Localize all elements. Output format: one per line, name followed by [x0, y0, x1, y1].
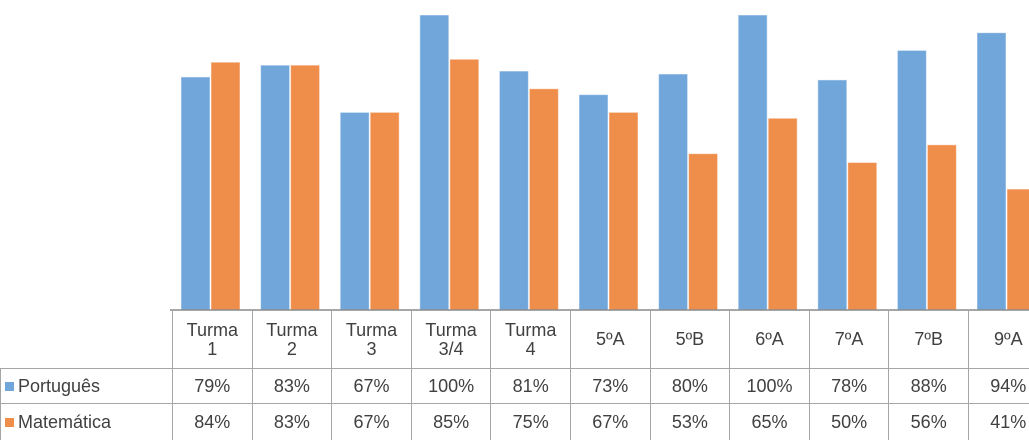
data-label: 75%	[512, 411, 549, 432]
bar	[1006, 188, 1029, 311]
bar	[847, 162, 878, 311]
bar	[896, 49, 927, 311]
legend-cell: Matemática	[0, 403, 173, 440]
value-cell: 41%	[968, 403, 1029, 440]
category-cell: Turma 3/4	[410, 310, 492, 369]
value-cell: 67%	[570, 403, 651, 440]
value-cell: 67%	[331, 403, 412, 440]
data-label: 80%	[671, 375, 708, 396]
bar	[528, 88, 559, 311]
data-label: 67%	[592, 411, 629, 432]
value-cell: 80%	[649, 368, 731, 404]
x-tick-label: 5ºB	[675, 329, 705, 349]
category-cell: Turma 4	[490, 310, 571, 369]
legend-cell: Português	[0, 368, 173, 404]
data-label: 100%	[746, 375, 793, 396]
category-cell: 5ºB	[649, 310, 731, 369]
bar	[419, 14, 450, 311]
bar	[180, 76, 211, 311]
category-cell: 7ºA	[808, 310, 890, 369]
value-cell: 94%	[968, 368, 1029, 404]
x-tick-label: 7ºA	[834, 329, 864, 349]
data-label: 78%	[831, 375, 868, 396]
data-label: 94%	[990, 375, 1027, 396]
data-label: 88%	[910, 375, 947, 396]
category-cell: 5ºA	[570, 310, 651, 369]
data-label: 100%	[428, 375, 475, 396]
value-cell: 78%	[808, 368, 890, 404]
category-cell: 9ºA	[968, 310, 1029, 369]
value-cell: 84%	[172, 403, 253, 440]
value-cell: 81%	[490, 368, 571, 404]
bar	[369, 111, 400, 311]
legend-swatch	[5, 381, 14, 391]
data-label: 83%	[273, 375, 310, 396]
data-label: 84%	[194, 411, 231, 432]
value-cell: 85%	[410, 403, 492, 440]
value-cell: 67%	[331, 368, 412, 404]
bar	[339, 111, 370, 311]
bar	[817, 79, 848, 311]
value-cell: 65%	[729, 403, 810, 440]
data-label: 67%	[353, 375, 390, 396]
x-tick-label: 7ºB	[914, 329, 943, 349]
value-cell: 83%	[251, 368, 333, 404]
data-label: 83%	[273, 411, 310, 432]
bar	[688, 153, 719, 311]
legend-swatch	[5, 417, 14, 427]
category-cell: 6ºA	[729, 310, 810, 369]
bar	[449, 58, 480, 311]
bar	[658, 73, 689, 311]
x-tick-label: 6ºA	[755, 329, 784, 349]
data-label: 50%	[831, 411, 868, 432]
data-label: 56%	[910, 411, 947, 432]
value-cell: 88%	[888, 368, 969, 404]
value-cell: 73%	[570, 368, 651, 404]
bar	[976, 32, 1007, 311]
category-cell: Turma 2	[251, 310, 333, 369]
value-cell: 100%	[729, 368, 810, 404]
data-label: 81%	[512, 375, 549, 396]
x-tick-label: 9ºA	[994, 329, 1023, 349]
bar	[767, 117, 798, 311]
x-tick-label: Turma 4	[505, 319, 557, 359]
x-tick-label: Turma 1	[186, 319, 238, 359]
bar	[260, 64, 291, 311]
value-cell: 50%	[808, 403, 890, 440]
bar	[737, 14, 768, 311]
value-cell: 75%	[490, 403, 571, 440]
x-tick-label: 5ºA	[596, 329, 625, 349]
bar	[578, 94, 609, 311]
category-cell: Turma 3	[331, 310, 412, 369]
data-label: 79%	[194, 375, 231, 396]
bar	[210, 61, 241, 311]
data-label: 65%	[751, 411, 788, 432]
category-cell: Turma 1	[172, 310, 253, 369]
x-tick-label: Turma 3	[345, 319, 398, 359]
bar	[608, 111, 639, 311]
value-cell: 56%	[888, 403, 969, 440]
data-label: 41%	[990, 411, 1027, 432]
legend-label: Português	[18, 375, 101, 396]
bar	[498, 70, 529, 311]
x-tick-label: Turma 2	[266, 319, 318, 359]
data-label: 85%	[433, 411, 470, 432]
value-cell: 79%	[172, 368, 253, 404]
data-label: 73%	[592, 375, 629, 396]
bar	[290, 64, 321, 311]
category-cell: 7ºB	[888, 310, 969, 369]
data-label: 53%	[671, 411, 708, 432]
bar	[926, 144, 957, 311]
value-cell: 83%	[251, 403, 333, 440]
data-label: 67%	[353, 411, 390, 432]
legend-label: Matemática	[18, 411, 112, 432]
value-cell: 53%	[649, 403, 731, 440]
x-tick-label: Turma 3/4	[425, 319, 477, 359]
value-cell: 100%	[410, 368, 492, 404]
